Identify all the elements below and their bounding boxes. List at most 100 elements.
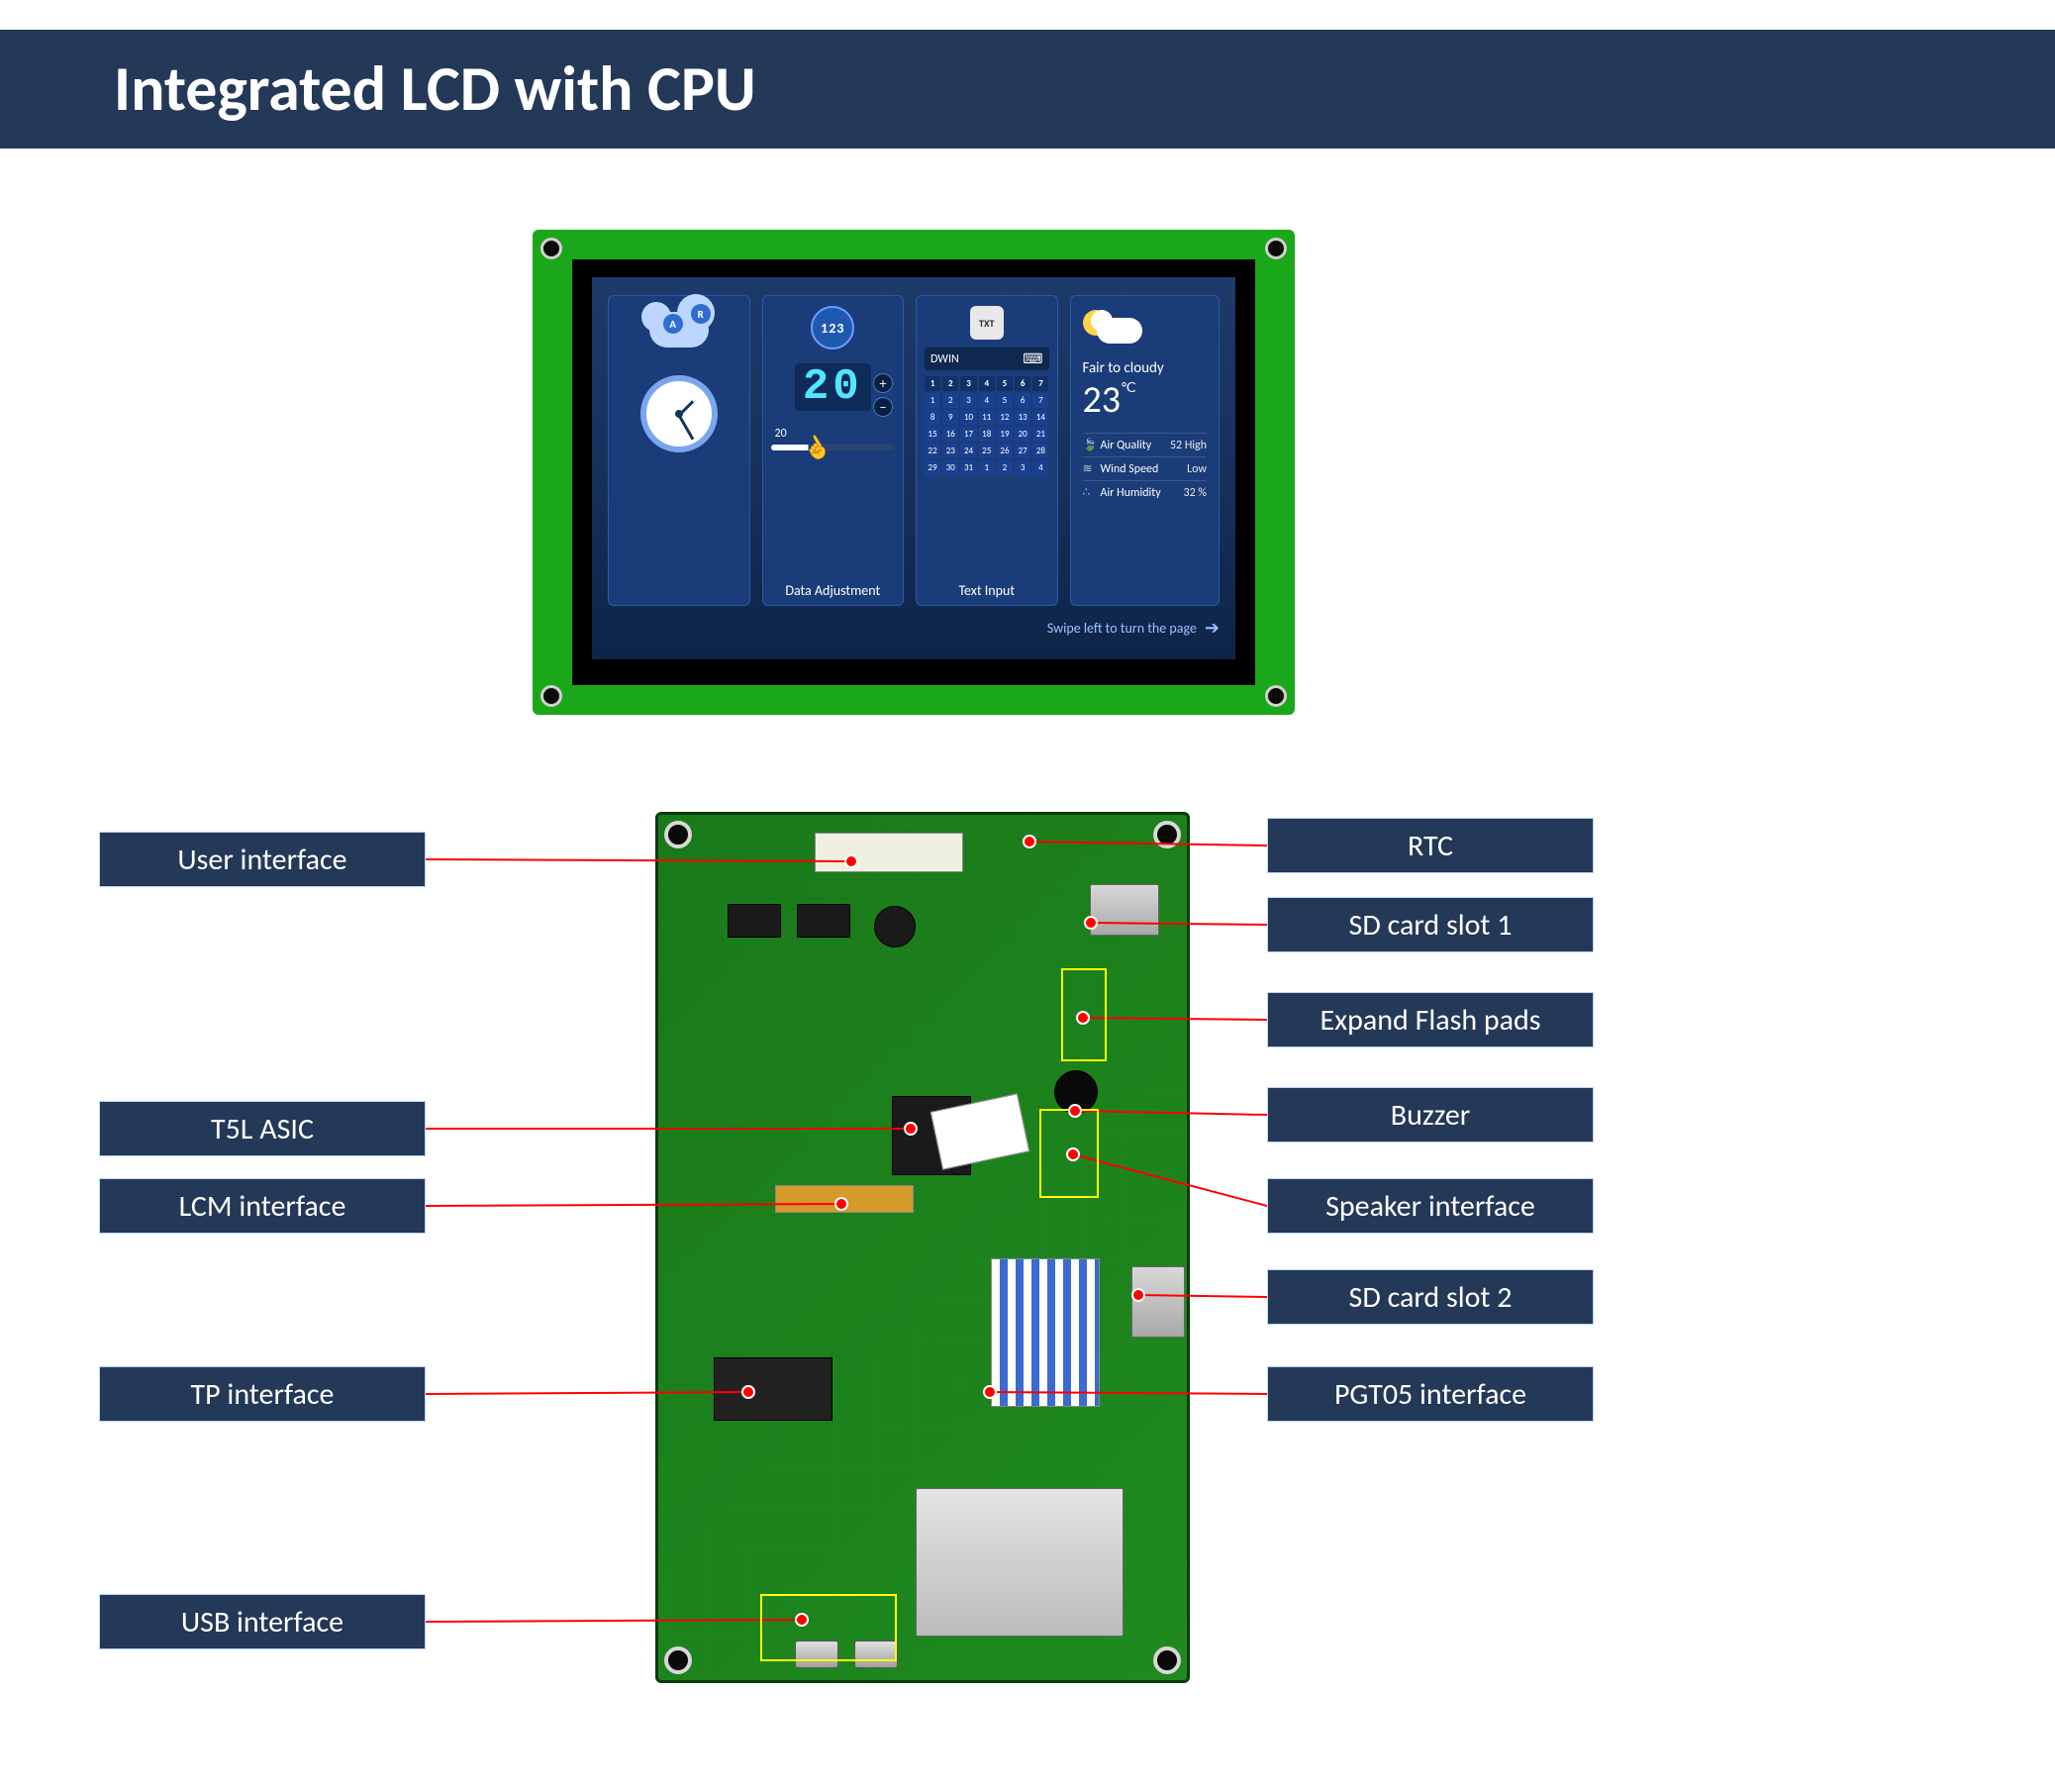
leader-dot-icon <box>904 1122 918 1136</box>
calendar-cell: 3 <box>1015 460 1030 475</box>
sd-slot-icon <box>1090 884 1159 936</box>
calendar-cell: 25 <box>979 444 995 458</box>
leader-dot-icon <box>1084 916 1098 930</box>
panel-data-adjustment: 123 20 + − 20 ☝️ Data Adjustment <box>762 295 905 606</box>
calendar-cell: 7 <box>1032 393 1048 408</box>
numeric-badge: 123 <box>811 306 854 349</box>
weather-row-label: Air Humidity <box>1101 486 1184 500</box>
calendar-dow: 5 <box>997 376 1013 391</box>
weather-row-value: Low <box>1187 462 1207 476</box>
callout-user-interface: User interface <box>99 832 426 887</box>
text-input-row: DWIN ⌨ <box>925 348 1049 370</box>
calendar-cell: 1 <box>925 393 940 408</box>
leader-dot-icon <box>983 1385 997 1399</box>
calendar-cell: 10 <box>960 410 976 425</box>
calendar-cell: 31 <box>960 460 976 475</box>
calendar-cell: 20 <box>1015 427 1030 442</box>
calendar-cell: 6 <box>1015 393 1030 408</box>
highlight-box <box>760 1594 897 1661</box>
calendar-cell: 27 <box>1015 444 1030 458</box>
callout-sd-card-slot-1: SD card slot 1 <box>1267 897 1594 952</box>
leader-dot-icon <box>1023 835 1036 848</box>
weather-row: ≋Wind SpeedLow <box>1083 456 1208 480</box>
calendar-cell: 2 <box>997 460 1013 475</box>
weather-row-label: Air Quality <box>1101 439 1170 452</box>
weather-row-value: 32 % <box>1184 486 1207 500</box>
swipe-hint-row: Swipe left to turn the page ➔ <box>608 606 1220 649</box>
chevron-right-icon: ➔ <box>1205 617 1220 639</box>
lcd-screen: A R 123 20 + − 20 ☝ <box>592 277 1235 659</box>
calendar-cell: 23 <box>942 444 958 458</box>
weather-row-value: 52 High <box>1170 439 1207 452</box>
shield-plate-icon <box>916 1488 1124 1637</box>
calendar-cell: 21 <box>1032 427 1048 442</box>
panel-weather: Fair to cloudy 23℃ 🍃Air Quality52 High≋W… <box>1070 295 1221 606</box>
calendar-cell: 8 <box>925 410 940 425</box>
weather-row: 🍃Air Quality52 High <box>1083 433 1208 456</box>
calendar-cell: 5 <box>997 393 1013 408</box>
callout-buzzer: Buzzer <box>1267 1087 1594 1143</box>
calendar-cell: 1 <box>979 460 995 475</box>
mount-hole-icon <box>1153 1646 1181 1674</box>
calendar-dow: 7 <box>1032 376 1048 391</box>
mount-hole-icon <box>1153 821 1181 848</box>
calendar-cell: 15 <box>925 427 940 442</box>
callout-tp-interface: TP interface <box>99 1366 426 1422</box>
lcd-panels: A R 123 20 + − 20 ☝ <box>608 295 1220 606</box>
calendar-cell: 18 <box>979 427 995 442</box>
smd-component-icon <box>728 904 781 938</box>
callout-lcm-interface: LCM interface <box>99 1178 426 1234</box>
weather-row: ∴Air Humidity32 % <box>1083 480 1208 504</box>
callout-expand-flash-pads: Expand Flash pads <box>1267 992 1594 1047</box>
slider-track: ☝️ <box>771 445 896 450</box>
panel-clock: A R <box>608 295 750 606</box>
calendar-cell: 14 <box>1032 410 1048 425</box>
weather-condition: Fair to cloudy <box>1083 359 1208 377</box>
txt-file-icon: TXT <box>970 306 1004 340</box>
leader-dot-icon <box>1068 1104 1082 1118</box>
calendar-dow: 2 <box>942 376 958 391</box>
calendar-cell: 4 <box>1032 460 1048 475</box>
mount-hole-icon <box>664 1646 692 1674</box>
mount-hole-icon <box>1265 238 1287 259</box>
calendar-cell: 16 <box>942 427 958 442</box>
calendar-dow: 6 <box>1015 376 1030 391</box>
callout-rtc: RTC <box>1267 818 1594 873</box>
mount-hole-icon <box>540 685 562 707</box>
weather-row-icon: ∴ <box>1083 485 1101 500</box>
temperature-value: 23℃ <box>1083 381 1208 419</box>
weather-metrics: 🍃Air Quality52 High≋Wind SpeedLow∴Air Hu… <box>1083 433 1208 504</box>
calendar-cell: 4 <box>979 393 995 408</box>
panel-label: Text Input <box>958 582 1015 599</box>
mount-hole-icon <box>540 238 562 259</box>
calendar-cell: 11 <box>979 410 995 425</box>
weather-row-icon: ≋ <box>1083 461 1101 476</box>
calendar-cell: 3 <box>960 393 976 408</box>
calendar-cell: 2 <box>942 393 958 408</box>
calendar-cell: 12 <box>997 410 1013 425</box>
calendar-cell: 17 <box>960 427 976 442</box>
mount-hole-icon <box>664 821 692 848</box>
sd-slot-icon <box>1131 1266 1185 1338</box>
pcb-diagram: User interfaceT5L ASICLCM interfaceTP in… <box>0 812 2055 1792</box>
bubble-icon: R <box>691 304 711 324</box>
keyboard-icon: ⌨ <box>1023 350 1042 367</box>
seven-segment-value: 20 <box>795 363 871 411</box>
callout-speaker-interface: Speaker interface <box>1267 1178 1594 1234</box>
leader-dot-icon <box>844 854 858 868</box>
weather-row-icon: 🍃 <box>1083 438 1101 452</box>
leader-dot-icon <box>1076 1011 1090 1025</box>
leader-dot-icon <box>1066 1147 1080 1161</box>
calendar-cell: 28 <box>1032 444 1048 458</box>
panel-label: Data Adjustment <box>785 582 880 599</box>
calendar-cell: 30 <box>942 460 958 475</box>
calendar-cell: 9 <box>942 410 958 425</box>
leader-dot-icon <box>741 1385 755 1399</box>
calendar-cell: 29 <box>925 460 940 475</box>
capacitor-icon <box>874 906 916 947</box>
slider-value: 20 <box>771 427 896 441</box>
panel-text-input: TXT DWIN ⌨ 12345671234567891011121314151… <box>916 295 1058 606</box>
partly-cloudy-icon <box>1083 310 1142 349</box>
calendar-cell: 13 <box>1015 410 1030 425</box>
calendar-grid: 1234567123456789101112131415161718192021… <box>925 376 1049 475</box>
